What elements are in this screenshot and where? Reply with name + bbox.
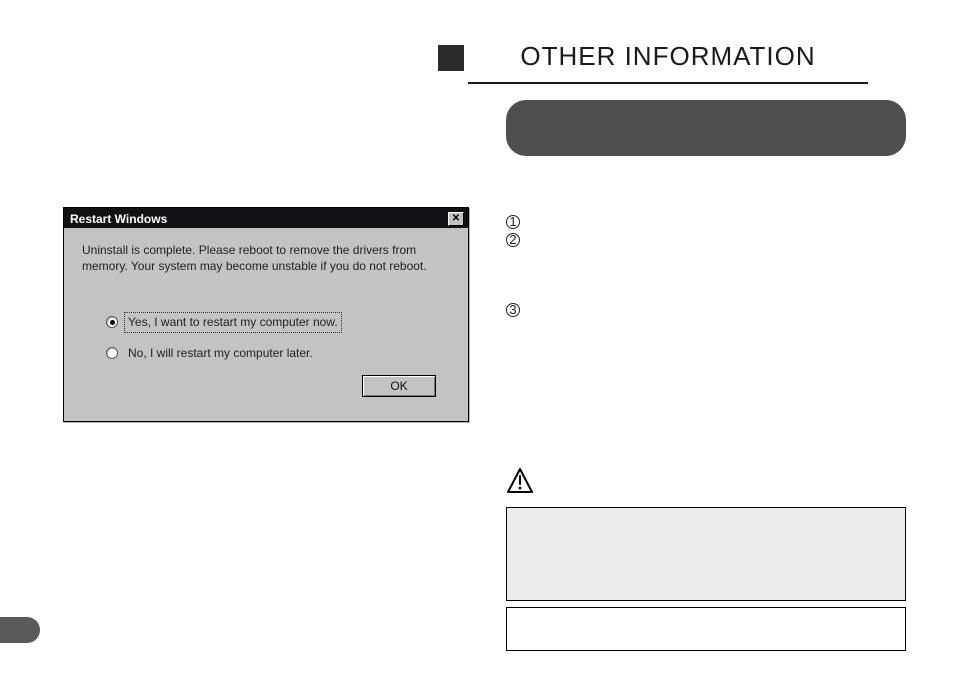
radio-group: Yes, I want to restart my computer now. … [106,314,450,360]
step-number-2: 2 [506,233,520,247]
dialog-body: Uninstall is complete. Please reboot to … [64,228,468,421]
radio-label-yes: Yes, I want to restart my computer now. [126,314,340,330]
note-box [506,507,906,601]
radio-icon [106,347,118,359]
radio-option-no[interactable]: No, I will restart my computer later. [106,345,450,361]
radio-option-yes[interactable]: Yes, I want to restart my computer now. [106,314,450,330]
dialog-title: Restart Windows [70,212,167,226]
dialog-footer: OK [82,375,450,411]
radio-icon [106,316,118,328]
page-title: OTHER INFORMATION [468,35,868,84]
step-number-1: 1 [506,215,520,229]
title-square [438,45,464,71]
section-bar [506,100,906,156]
dialog-message: Uninstall is complete. Please reboot to … [82,242,450,274]
ok-button[interactable]: OK [362,375,436,397]
close-icon: ✕ [452,213,460,224]
radio-label-no: No, I will restart my computer later. [126,345,315,361]
page-tab [0,617,40,643]
info-box [506,607,906,651]
title-block: OTHER INFORMATION [468,35,868,84]
warning-icon [506,467,534,495]
dialog-titlebar: Restart Windows ✕ [64,208,468,228]
close-button[interactable]: ✕ [448,212,464,226]
step-number-3: 3 [506,303,520,317]
page-content: OTHER INFORMATION 1 2 3 Restart Windows … [60,35,910,655]
restart-dialog: Restart Windows ✕ Uninstall is complete.… [63,207,469,422]
